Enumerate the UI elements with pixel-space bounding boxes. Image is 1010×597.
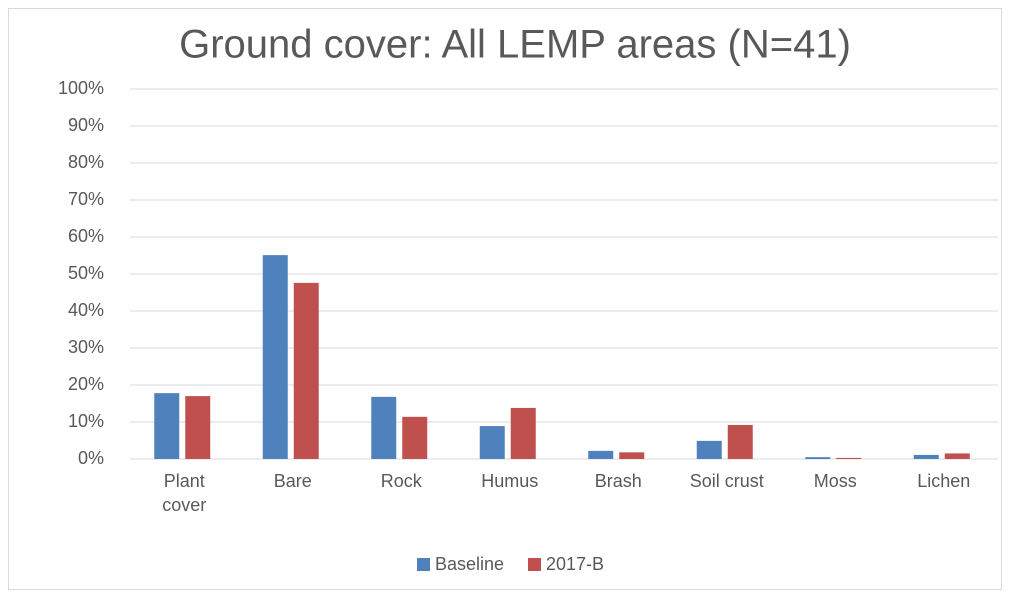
bar: [944, 453, 970, 459]
y-tick-label: 50%: [68, 263, 104, 283]
y-tick-label: 70%: [68, 189, 104, 209]
x-tick-label: Humus: [481, 471, 539, 491]
bar: [154, 393, 180, 459]
bar: [185, 396, 211, 459]
y-tick-label: 30%: [68, 337, 104, 357]
bar: [619, 452, 645, 459]
bar: [805, 457, 831, 459]
bar: [696, 440, 722, 459]
y-tick-label: 60%: [68, 226, 104, 246]
x-tick-label: Moss: [813, 471, 857, 491]
bar: [262, 255, 288, 459]
x-tick-label: Soil crust: [689, 471, 764, 491]
x-tick-label: Bare: [273, 471, 312, 491]
bar: [588, 450, 614, 459]
y-tick-label: 10%: [68, 411, 104, 431]
legend-label: Baseline: [435, 554, 504, 574]
legend-swatch: [528, 558, 541, 571]
bar: [727, 424, 753, 459]
bar: [293, 282, 319, 459]
x-tick-label: Lichen: [917, 471, 971, 491]
y-tick-label: 90%: [68, 115, 104, 135]
y-tick-label: 80%: [68, 152, 104, 172]
bar: [510, 407, 536, 459]
bar: [913, 454, 939, 459]
chart-title: Ground cover: All LEMP areas (N=41): [179, 23, 851, 67]
x-tick-label: Rock: [380, 471, 422, 491]
x-tick-label: Brash: [594, 471, 642, 491]
bar: [479, 426, 505, 459]
y-tick-label: 20%: [68, 374, 104, 394]
bar: [836, 457, 862, 459]
legend-label: 2017-B: [546, 554, 604, 574]
chart-border: [8, 8, 1002, 590]
legend-swatch: [417, 558, 430, 571]
bar: [371, 396, 397, 459]
bar: [402, 416, 428, 459]
y-tick-label: 100%: [58, 78, 104, 98]
x-tick-label: Plant cover: [162, 471, 207, 515]
y-tick-label: 0%: [78, 448, 104, 468]
y-tick-label: 40%: [68, 300, 104, 320]
